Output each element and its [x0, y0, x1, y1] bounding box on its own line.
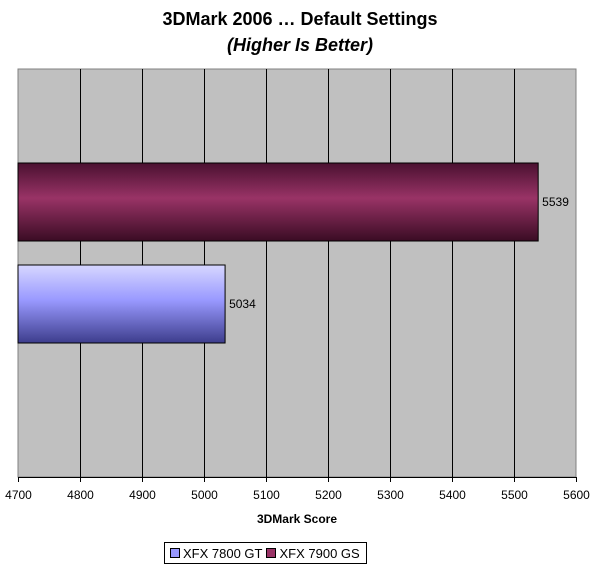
x-tick-label: 5600 [563, 488, 590, 502]
legend-label-7900gs: XFX 7900 GS [279, 545, 360, 561]
x-tick-label: 5200 [315, 488, 342, 502]
legend-item-7800gt: XFX 7800 GT [170, 546, 262, 561]
x-tick-label: 4700 [5, 488, 32, 502]
x-tick-label: 5300 [377, 488, 404, 502]
legend-label-7800gt: XFX 7800 GT [183, 545, 263, 561]
chart-subtitle: (Higher Is Better) [226, 35, 374, 55]
bar-7900gs [17, 162, 539, 242]
x-tick-label: 4900 [129, 488, 156, 502]
x-tick-label: 4800 [67, 488, 94, 502]
chart-legend: XFX 7800 GT XFX 7900 GS [164, 542, 367, 564]
x-tick-label: 5000 [191, 488, 218, 502]
data-label-7800gt: 5034 [229, 297, 256, 311]
x-tick-label: 5400 [439, 488, 466, 502]
legend-swatch-7900gs [266, 548, 277, 558]
data-label-7900gs: 5539 [542, 195, 569, 209]
chart-title: 3DMark 2006 … Default Settings [162, 9, 438, 29]
x-tick-label: 5500 [501, 488, 528, 502]
legend-item-7900gs: XFX 7900 GS [266, 545, 360, 561]
bar-7800gt [17, 264, 226, 344]
legend-swatch-7800gt [170, 548, 180, 558]
x-tick-label: 5100 [253, 488, 280, 502]
x-axis-title: 3DMark Score [257, 512, 337, 526]
